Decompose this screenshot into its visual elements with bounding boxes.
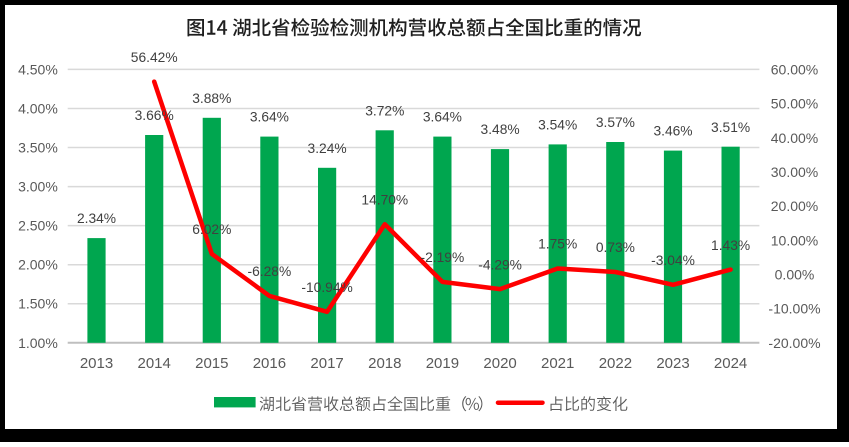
svg-text:14.70%: 14.70%: [361, 192, 408, 207]
svg-text:-4.29%: -4.29%: [478, 257, 522, 272]
svg-text:2019: 2019: [426, 355, 459, 372]
svg-text:2020: 2020: [483, 355, 516, 372]
svg-text:2022: 2022: [599, 355, 632, 372]
svg-text:3.24%: 3.24%: [308, 141, 347, 156]
svg-text:2.50%: 2.50%: [18, 218, 58, 234]
svg-text:1.50%: 1.50%: [18, 296, 58, 312]
svg-text:-20.00%: -20.00%: [768, 335, 820, 351]
svg-text:2016: 2016: [253, 355, 286, 372]
svg-text:3.72%: 3.72%: [365, 103, 404, 118]
svg-text:2024: 2024: [714, 355, 747, 372]
svg-text:2023: 2023: [656, 355, 689, 372]
svg-text:60.00%: 60.00%: [771, 61, 818, 77]
svg-text:3.00%: 3.00%: [18, 179, 58, 195]
svg-text:4.00%: 4.00%: [18, 101, 58, 117]
svg-text:2013: 2013: [80, 355, 113, 372]
svg-text:3.51%: 3.51%: [711, 120, 750, 135]
svg-text:-6.28%: -6.28%: [248, 264, 292, 279]
svg-text:3.64%: 3.64%: [423, 110, 462, 125]
svg-text:2.00%: 2.00%: [18, 257, 58, 273]
svg-text:3.50%: 3.50%: [18, 140, 58, 156]
svg-text:2021: 2021: [541, 355, 574, 372]
svg-text:-10.00%: -10.00%: [768, 301, 820, 317]
svg-text:3.48%: 3.48%: [481, 122, 520, 137]
svg-text:-2.19%: -2.19%: [421, 250, 465, 265]
svg-text:2018: 2018: [368, 355, 401, 372]
svg-text:4.50%: 4.50%: [18, 61, 58, 77]
svg-text:3.57%: 3.57%: [596, 115, 635, 130]
svg-text:2015: 2015: [195, 355, 228, 372]
svg-text:20.00%: 20.00%: [771, 198, 818, 214]
svg-text:3.66%: 3.66%: [135, 108, 174, 123]
svg-text:10.00%: 10.00%: [771, 232, 818, 248]
svg-text:-10.94%: -10.94%: [301, 280, 352, 295]
svg-text:0.73%: 0.73%: [596, 240, 635, 255]
svg-text:1.00%: 1.00%: [18, 335, 58, 351]
svg-text:2014: 2014: [138, 355, 171, 372]
svg-text:50.00%: 50.00%: [771, 96, 818, 112]
svg-text:3.88%: 3.88%: [192, 91, 231, 106]
svg-text:30.00%: 30.00%: [771, 164, 818, 180]
svg-text:2.34%: 2.34%: [77, 211, 116, 226]
svg-text:1.43%: 1.43%: [711, 238, 750, 253]
svg-text:1.75%: 1.75%: [538, 237, 577, 252]
svg-text:3.46%: 3.46%: [653, 124, 692, 139]
svg-text:2017: 2017: [310, 355, 343, 372]
svg-text:3.64%: 3.64%: [250, 110, 289, 125]
svg-text:40.00%: 40.00%: [771, 130, 818, 146]
svg-text:56.42%: 56.42%: [131, 50, 178, 65]
svg-text:0.00%: 0.00%: [775, 266, 815, 282]
svg-text:3.54%: 3.54%: [538, 118, 577, 133]
svg-text:6.02%: 6.02%: [192, 222, 231, 237]
svg-text:-3.04%: -3.04%: [651, 253, 695, 268]
